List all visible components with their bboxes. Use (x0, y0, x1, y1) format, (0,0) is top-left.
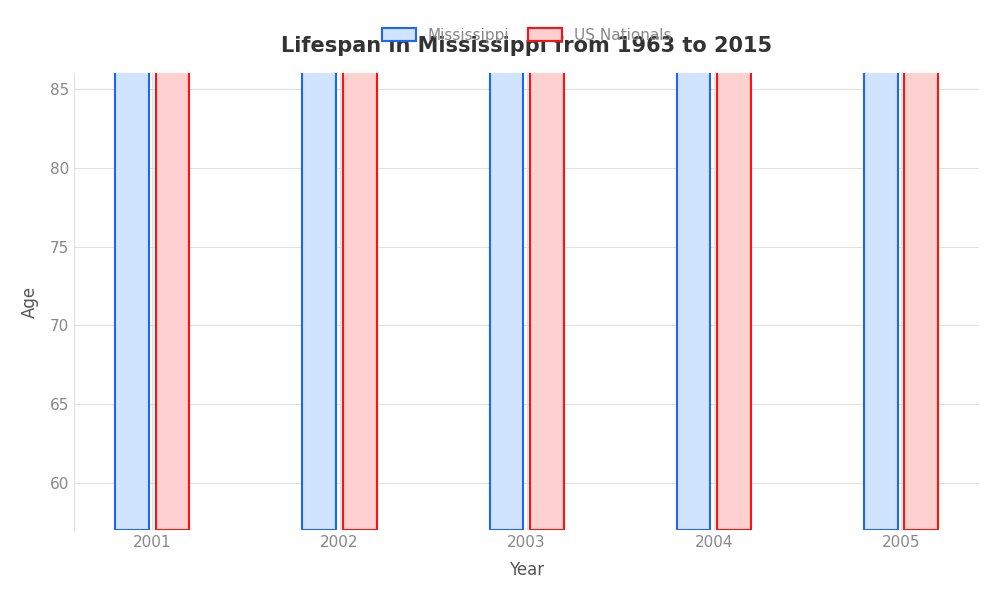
Bar (302, 0, 336, 530)
Y-axis label: Age: Age (21, 286, 39, 318)
Bar (864, 0, 898, 530)
Bar (530, 0, 564, 530)
Bar (717, 0, 751, 530)
Bar (490, 0, 523, 530)
Bar (343, 0, 377, 530)
X-axis label: Year: Year (509, 561, 544, 579)
Legend: Mississippi, US Nationals: Mississippi, US Nationals (376, 22, 677, 49)
Bar (115, 0, 149, 530)
Bar (677, 0, 710, 530)
Bar (904, 0, 938, 530)
Bar (156, 0, 189, 530)
Title: Lifespan in Mississippi from 1963 to 2015: Lifespan in Mississippi from 1963 to 201… (281, 37, 772, 56)
